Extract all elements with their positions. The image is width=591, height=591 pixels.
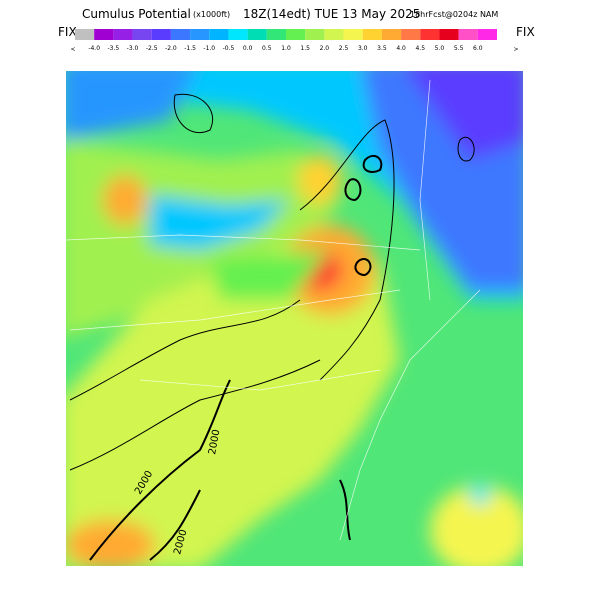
valid-time: 18Z(14edt) TUE 13 May 2025 xyxy=(243,7,420,21)
legend-label: -2.5 xyxy=(146,45,158,52)
units: (x1000ft) xyxy=(193,10,230,19)
legend-swatch xyxy=(458,29,478,40)
legend-swatch xyxy=(228,29,248,40)
legend-label: 4.0 xyxy=(396,45,406,52)
legend-swatch xyxy=(362,29,382,40)
left-tag: FIX xyxy=(58,25,77,39)
legend-label: -2.0 xyxy=(165,45,177,52)
legend-swatch xyxy=(381,29,402,40)
legend-label: -0.5 xyxy=(223,45,235,52)
legend-swatch xyxy=(477,29,497,40)
legend-label: -1.5 xyxy=(184,45,196,52)
legend-label: -1.0 xyxy=(203,45,215,52)
legend-label: 0.0 xyxy=(243,45,253,52)
legend-swatch xyxy=(113,29,133,40)
legend-swatch xyxy=(190,29,210,40)
legend-swatch xyxy=(420,29,440,40)
legend-swatch xyxy=(75,29,95,40)
legend-label: 0.5 xyxy=(262,45,272,52)
left-arrow: < xyxy=(70,46,75,53)
legend-swatch xyxy=(151,29,171,40)
legend-swatch xyxy=(209,29,229,40)
legend-label: 4.5 xyxy=(415,45,425,52)
legend-label: 2.5 xyxy=(339,45,349,52)
legend-swatch xyxy=(305,29,325,40)
legend-label: 1.0 xyxy=(281,45,291,52)
right-arrow: > xyxy=(513,46,518,53)
legend-label: -3.0 xyxy=(127,45,139,52)
legend-swatch xyxy=(132,29,152,40)
forecast: 18hrFcst@0204z NAM xyxy=(410,10,498,19)
legend-swatch xyxy=(247,29,267,40)
legend-label: 5.0 xyxy=(435,45,445,52)
legend-label: 6.0 xyxy=(473,45,483,52)
legend-label: 3.5 xyxy=(377,45,387,52)
legend-swatch xyxy=(324,29,344,40)
legend-swatch xyxy=(286,29,306,40)
legend-label: -4.0 xyxy=(88,45,100,52)
legend-label: 3.0 xyxy=(358,45,368,52)
legend-swatch xyxy=(343,29,363,40)
legend-swatch xyxy=(266,29,286,40)
legend-swatch xyxy=(170,29,191,40)
map: 2000 2000 2000 xyxy=(66,71,523,566)
legend-swatch xyxy=(401,29,421,40)
legend-swatch xyxy=(94,29,114,40)
title: Cumulus Potential xyxy=(82,7,191,21)
right-tag: FIX xyxy=(516,25,535,39)
legend-label: 5.5 xyxy=(454,45,464,52)
color-legend: -4.0 -3.5 -3.0 -2.5 -2.0 -1.5 -1.0 -0.5 0.0 0.5 1.… xyxy=(75,29,497,52)
legend-swatch xyxy=(439,29,459,40)
legend-label: 1.5 xyxy=(300,45,310,52)
legend-label: -3.5 xyxy=(108,45,120,52)
legend-label: 2.0 xyxy=(320,45,330,52)
contour-label: 2000 xyxy=(207,429,222,456)
